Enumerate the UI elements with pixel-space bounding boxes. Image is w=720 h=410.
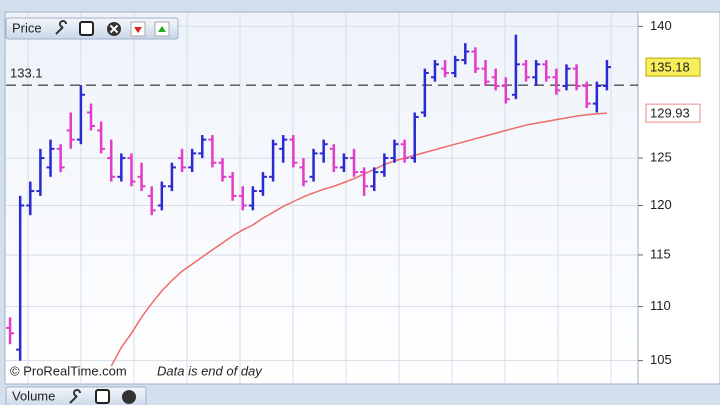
average-line xyxy=(110,112,607,367)
panel-header: Price xyxy=(5,17,179,40)
y-tick-label: 105 xyxy=(650,352,672,367)
grid: 105 110 115 120 125 140 xyxy=(6,13,672,383)
last-average-label: 129.93 xyxy=(650,106,690,121)
note: Data is end of day xyxy=(157,363,263,378)
window-icon[interactable] xyxy=(79,21,94,36)
window-icon[interactable] xyxy=(95,389,110,404)
last-price-label: 135.18 xyxy=(650,60,690,75)
panel-title: Price xyxy=(12,20,42,35)
y-tick-label: 120 xyxy=(650,197,672,212)
lower-panel-header: Volume xyxy=(0,386,720,408)
y-tick-label: 125 xyxy=(650,150,672,165)
lower-panel-title: Volume xyxy=(12,388,55,403)
last-average-box xyxy=(645,103,701,123)
y-tick-label: 110 xyxy=(650,298,671,313)
last-price-box xyxy=(645,57,701,77)
close-icon[interactable] xyxy=(122,390,136,404)
close-cross xyxy=(109,24,119,34)
marks: 133.1 135.18 129.93 xyxy=(6,34,701,367)
y-tick-label: 140 xyxy=(650,18,672,33)
reference-label: 133.1 xyxy=(10,66,43,81)
up-arrow xyxy=(158,26,166,32)
lower-panel-background xyxy=(0,386,720,405)
plot-area xyxy=(4,11,639,385)
credit: © ProRealTime.com xyxy=(10,363,127,378)
wrench-icon[interactable] xyxy=(55,20,67,35)
y-tick-label: 115 xyxy=(650,246,671,261)
wrench-icon[interactable] xyxy=(69,389,81,404)
down-arrow xyxy=(134,27,142,33)
